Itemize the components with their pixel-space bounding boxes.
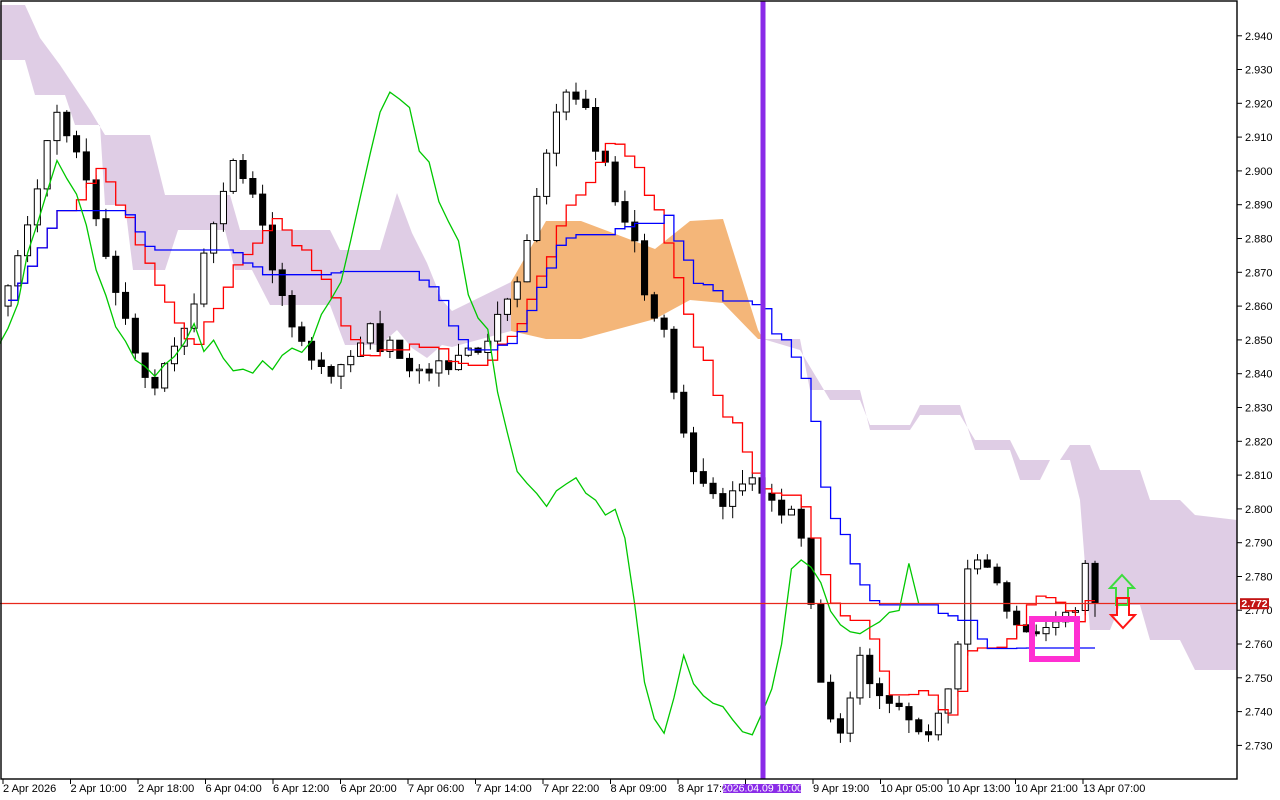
svg-text:7 Apr 14:00: 7 Apr 14:00 bbox=[476, 783, 532, 795]
svg-text:2.870: 2.870 bbox=[1245, 267, 1273, 279]
svg-text:2.850: 2.850 bbox=[1245, 335, 1273, 347]
svg-text:2.860: 2.860 bbox=[1245, 301, 1273, 313]
svg-text:2.740: 2.740 bbox=[1245, 707, 1273, 719]
svg-text:6 Apr 20:00: 6 Apr 20:00 bbox=[341, 783, 397, 795]
svg-text:2.830: 2.830 bbox=[1245, 403, 1273, 415]
svg-text:9 Apr 19:00: 9 Apr 19:00 bbox=[813, 783, 869, 795]
svg-text:2.940: 2.940 bbox=[1245, 31, 1273, 43]
svg-text:2 Apr 2026: 2 Apr 2026 bbox=[3, 783, 56, 795]
svg-text:2.760: 2.760 bbox=[1245, 639, 1273, 651]
svg-text:2.890: 2.890 bbox=[1245, 200, 1273, 212]
svg-text:2.840: 2.840 bbox=[1245, 369, 1273, 381]
svg-text:2.730: 2.730 bbox=[1245, 740, 1273, 752]
svg-text:2.772: 2.772 bbox=[1241, 598, 1267, 610]
svg-text:2.910: 2.910 bbox=[1245, 132, 1273, 144]
svg-text:2.880: 2.880 bbox=[1245, 234, 1273, 246]
svg-text:2.810: 2.810 bbox=[1245, 470, 1273, 482]
svg-text:2 Apr 10:00: 2 Apr 10:00 bbox=[71, 783, 127, 795]
svg-text:2.750: 2.750 bbox=[1245, 673, 1273, 685]
svg-text:10 Apr 05:00: 10 Apr 05:00 bbox=[881, 783, 943, 795]
svg-text:2.820: 2.820 bbox=[1245, 436, 1273, 448]
svg-text:7 Apr 06:00: 7 Apr 06:00 bbox=[408, 783, 464, 795]
svg-text:10 Apr 21:00: 10 Apr 21:00 bbox=[1016, 783, 1078, 795]
svg-text:10 Apr 13:00: 10 Apr 13:00 bbox=[948, 783, 1010, 795]
svg-text:2.930: 2.930 bbox=[1245, 65, 1273, 77]
svg-text:2.780: 2.780 bbox=[1245, 572, 1273, 584]
svg-text:6 Apr 12:00: 6 Apr 12:00 bbox=[273, 783, 329, 795]
svg-text:8 Apr 09:00: 8 Apr 09:00 bbox=[611, 783, 667, 795]
svg-text:6 Apr 04:00: 6 Apr 04:00 bbox=[206, 783, 262, 795]
svg-text:2.790: 2.790 bbox=[1245, 538, 1273, 550]
svg-text:2.800: 2.800 bbox=[1245, 504, 1273, 516]
svg-text:2026.04.09 10:00: 2026.04.09 10:00 bbox=[721, 783, 803, 795]
svg-text:13 Apr 07:00: 13 Apr 07:00 bbox=[1083, 783, 1145, 795]
svg-text:2 Apr 18:00: 2 Apr 18:00 bbox=[138, 783, 194, 795]
svg-text:2.920: 2.920 bbox=[1245, 98, 1273, 110]
svg-text:2.900: 2.900 bbox=[1245, 166, 1273, 178]
svg-text:7 Apr 22:00: 7 Apr 22:00 bbox=[543, 783, 599, 795]
